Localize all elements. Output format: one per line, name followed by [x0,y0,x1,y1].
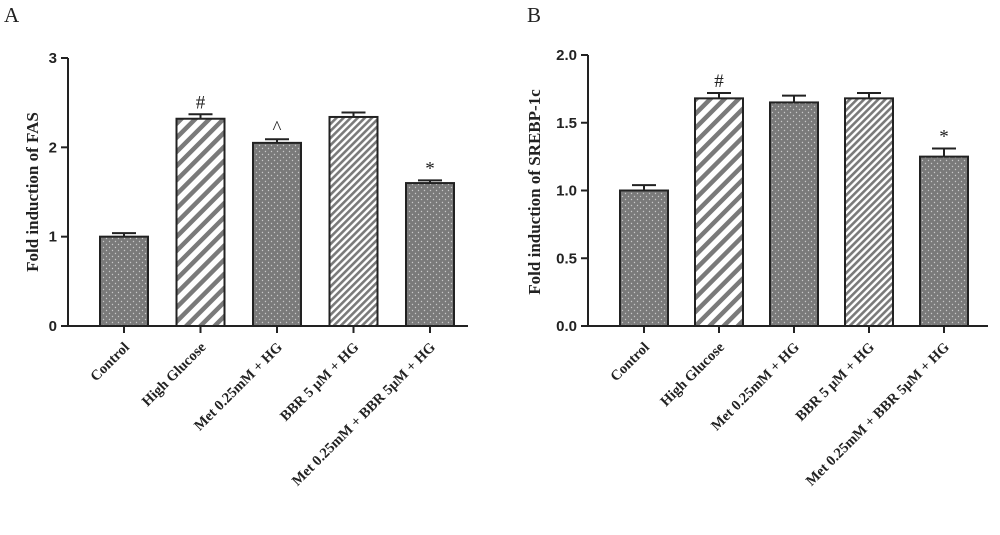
x-tick-label: BBR 5 μM + HG [793,340,878,425]
panel-b: B Fold induction of SREBP-1c 0.0 0.5 1.0 1.… [525,3,988,489]
y-axis-label: Fold induction of SREBP-1c [525,89,544,295]
bar [619,189,669,327]
y-tick-label: 0.5 [556,250,577,267]
y-axis-label: Fold induction of FAS [23,112,42,272]
bar [694,97,744,327]
bar [328,115,379,327]
bar [175,117,226,327]
bar [844,97,894,327]
y-tick-label: 1.5 [556,115,577,132]
significance-mark: # [196,92,206,113]
y-tick-label: 1 [49,229,57,246]
panel-letter: A [4,3,20,27]
bar [252,141,302,327]
significance-mark: * [425,158,435,179]
bar [769,101,819,327]
x-tick-label: High Glucose [139,339,210,410]
significance-mark: # [714,71,724,92]
y-tick-label: 1.0 [556,183,577,200]
x-tick-label: Met 0.25mM + BBR 5μM + HG [289,340,439,490]
panel-letter: B [527,3,541,27]
plot-area: 0.0 0.5 1.0 1.5 2.0 Control High Glucose # Met 0… [556,47,988,489]
panel-a: A Fold induction of FAS 0 1 2 3 Control High … [4,3,468,489]
significance-mark: ^ [273,117,282,138]
bar [405,182,455,327]
x-tick-label: Control [608,340,653,385]
y-tick-label: 3 [49,50,57,67]
bar [99,235,149,328]
x-tick-label: BBR 5 μM + HG [277,340,362,425]
bar [919,155,969,327]
y-tick-label: 2 [49,139,57,156]
x-tick-label: High Glucose [658,339,729,410]
x-tick-label: Control [88,340,133,385]
x-tick-label: Met 0.25mM + BBR 5μM + HG [803,340,953,490]
significance-mark: * [939,126,949,147]
y-tick-label: 2.0 [556,47,577,64]
y-tick-label: 0 [49,318,57,335]
y-tick-label: 0.0 [556,318,577,335]
